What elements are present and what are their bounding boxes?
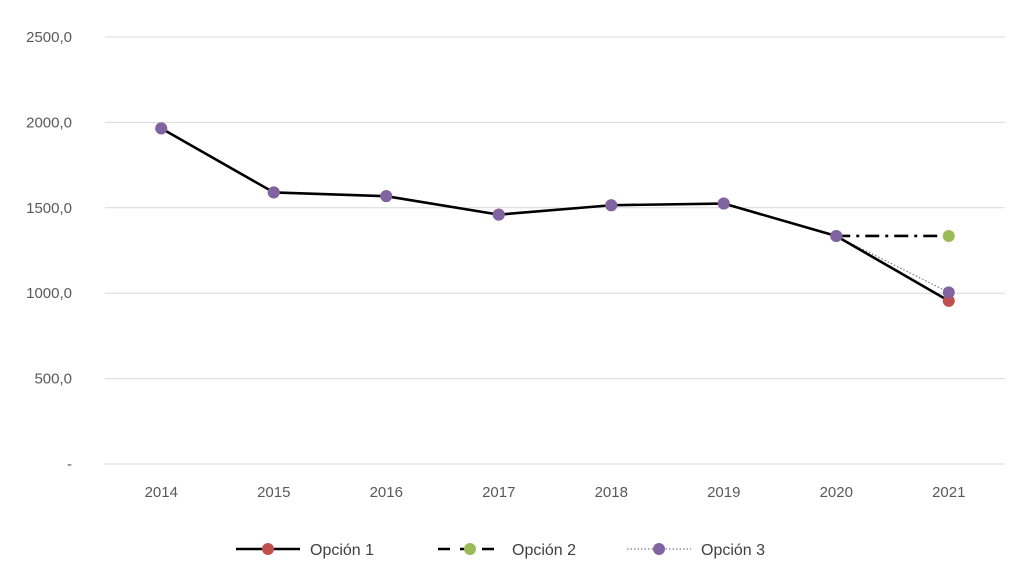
series-3-point [380, 190, 393, 203]
x-tick-label: 2017 [482, 484, 515, 501]
series-1-point [942, 294, 955, 307]
legend-marker [464, 543, 476, 555]
series-2-point [942, 229, 955, 242]
y-tick-label: 1000,0 [26, 285, 72, 302]
series-3-point [830, 229, 843, 242]
y-axis-ticks: - 500,0 1000,0 1500,0 2000,0 2500,0 [26, 29, 72, 473]
series-lines [160, 127, 950, 303]
legend-label: Opción 3 [701, 542, 765, 559]
legend: Opción 1 Opción 2 Opción 3 [236, 542, 765, 559]
y-tick-label: 500,0 [34, 371, 72, 388]
y-tick-label: - [67, 456, 72, 473]
legend-label: Opción 1 [310, 542, 374, 559]
series-3-point [942, 286, 955, 299]
gridlines [105, 36, 1005, 465]
series-3-point [605, 199, 618, 212]
legend-item-3: Opción 3 [627, 542, 765, 559]
x-tick-label: 2020 [820, 484, 853, 501]
series-3-point [492, 208, 505, 221]
series-3-point [717, 197, 730, 210]
series-3-point [155, 122, 168, 135]
y-tick-label: 2500,0 [26, 29, 72, 46]
x-tick-label: 2014 [145, 484, 178, 501]
x-tick-label: 2018 [595, 484, 628, 501]
x-tick-label: 2016 [370, 484, 403, 501]
y-tick-label: 1500,0 [26, 200, 72, 217]
x-axis-ticks: 2014 2015 2016 2017 2018 2019 2020 2021 [145, 484, 966, 501]
x-tick-label: 2021 [932, 484, 965, 501]
x-tick-label: 2015 [257, 484, 290, 501]
series-line-1 [160, 127, 950, 303]
x-tick-label: 2019 [707, 484, 740, 501]
legend-item-2: Opción 2 [438, 542, 576, 559]
legend-marker [653, 543, 665, 555]
legend-label: Opción 2 [512, 542, 576, 559]
series-3-point [267, 186, 280, 199]
legend-marker [262, 543, 274, 555]
series-markers [155, 122, 955, 307]
y-tick-label: 2000,0 [26, 114, 72, 131]
legend-item-1: Opción 1 [236, 542, 374, 559]
